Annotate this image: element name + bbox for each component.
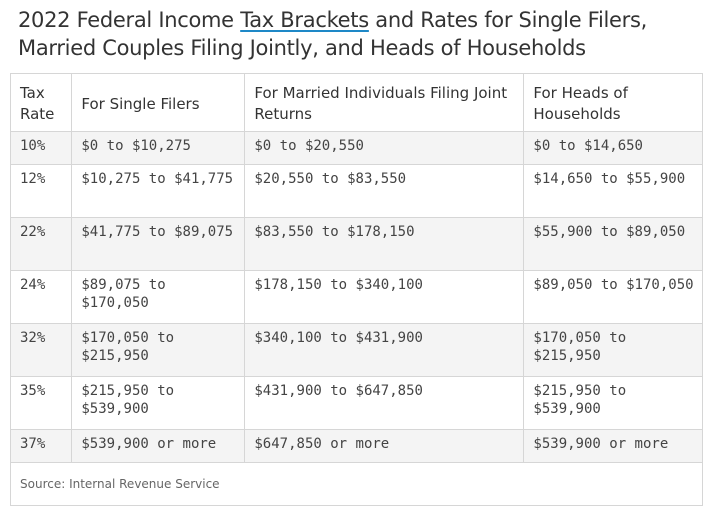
cell-married: $20,550 to $83,550 bbox=[244, 164, 525, 218]
cell-single: $89,075 to $170,050 bbox=[71, 270, 246, 324]
table-row: 37% $539,900 or more $647,850 or more $5… bbox=[9, 429, 703, 463]
cell-rate: 24% bbox=[9, 270, 73, 324]
header-tax-rate: Tax Rate bbox=[9, 73, 73, 132]
cell-head: $89,050 to $170,050 bbox=[523, 270, 703, 324]
table-row: 32% $170,050 to $215,950 $340,100 to $43… bbox=[9, 323, 703, 377]
cell-married: $0 to $20,550 bbox=[244, 131, 525, 165]
cell-rate: 32% bbox=[9, 323, 73, 377]
title-text-before: 2022 Federal Income bbox=[18, 8, 241, 32]
tax-brackets-table: Tax Rate For Single Filers For Married I… bbox=[9, 73, 703, 506]
cell-rate: 10% bbox=[9, 131, 73, 165]
page-title: 2022 Federal Income Tax Brackets and Rat… bbox=[18, 6, 708, 62]
cell-head: $0 to $14,650 bbox=[523, 131, 703, 165]
cell-head: $539,900 or more bbox=[523, 429, 703, 463]
source-row: Source: Internal Revenue Service bbox=[10, 462, 703, 506]
table-row: 24% $89,075 to $170,050 $178,150 to $340… bbox=[9, 270, 703, 324]
cell-single: $41,775 to $89,075 bbox=[71, 217, 246, 271]
cell-head: $215,950 to $539,900 bbox=[523, 376, 703, 430]
tax-brackets-link[interactable]: Tax Brackets bbox=[240, 8, 369, 32]
cell-head: $55,900 to $89,050 bbox=[523, 217, 703, 271]
table-header-row: Tax Rate For Single Filers For Married I… bbox=[9, 73, 703, 132]
cell-rate: 22% bbox=[9, 217, 73, 271]
header-single-filers: For Single Filers bbox=[71, 73, 246, 132]
cell-married: $431,900 to $647,850 bbox=[244, 376, 525, 430]
table-row: 10% $0 to $10,275 $0 to $20,550 $0 to $1… bbox=[9, 131, 703, 165]
table-row: 12% $10,275 to $41,775 $20,550 to $83,55… bbox=[9, 164, 703, 218]
header-heads-of-households: For Heads of Households bbox=[523, 73, 703, 132]
cell-head: $14,650 to $55,900 bbox=[523, 164, 703, 218]
cell-single: $170,050 to $215,950 bbox=[71, 323, 246, 377]
table-row: 35% $215,950 to $539,900 $431,900 to $64… bbox=[9, 376, 703, 430]
cell-married: $647,850 or more bbox=[244, 429, 525, 463]
cell-married: $340,100 to $431,900 bbox=[244, 323, 525, 377]
title-text-after: and Rates for Single Filers, Married Cou… bbox=[18, 8, 647, 60]
cell-single: $539,900 or more bbox=[71, 429, 246, 463]
source-note: Source: Internal Revenue Service bbox=[10, 462, 703, 506]
cell-single: $10,275 to $41,775 bbox=[71, 164, 246, 218]
cell-single: $215,950 to $539,900 bbox=[71, 376, 246, 430]
cell-married: $178,150 to $340,100 bbox=[244, 270, 525, 324]
cell-head: $170,050 to $215,950 bbox=[523, 323, 703, 377]
header-married-joint: For Married Individuals Filing Joint Ret… bbox=[244, 73, 525, 132]
cell-rate: 35% bbox=[9, 376, 73, 430]
cell-married: $83,550 to $178,150 bbox=[244, 217, 525, 271]
cell-rate: 37% bbox=[9, 429, 73, 463]
cell-single: $0 to $10,275 bbox=[71, 131, 246, 165]
table-row: 22% $41,775 to $89,075 $83,550 to $178,1… bbox=[9, 217, 703, 271]
cell-rate: 12% bbox=[9, 164, 73, 218]
